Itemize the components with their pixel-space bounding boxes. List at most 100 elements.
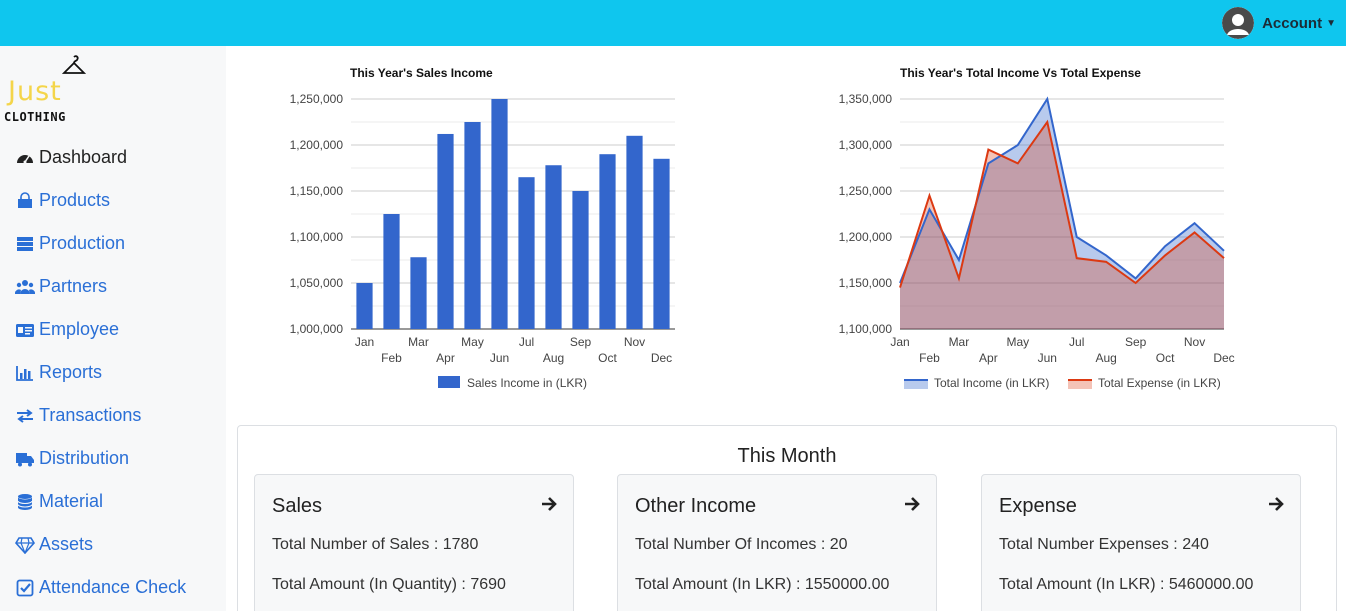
- x-tick-label: Aug: [543, 351, 564, 365]
- card-stat-count: Total Number of Sales : 1780: [272, 536, 479, 553]
- x-tick-label: Apr: [979, 351, 998, 365]
- this-month-panel: This Month Sales Total Number of Sales :…: [237, 425, 1337, 611]
- bar-apr: [437, 133, 454, 329]
- bar-chart-icon: [15, 363, 35, 383]
- sidebar-item-label: Transactions: [39, 405, 142, 425]
- x-tick-label: Jun: [1038, 351, 1057, 365]
- x-tick-label: Oct: [1156, 351, 1175, 365]
- account-menu[interactable]: Account ▼: [1222, 6, 1336, 40]
- sidebar-item-products[interactable]: Products: [0, 179, 226, 222]
- sidebar-nav: Dashboard Products Production Partners E…: [0, 136, 226, 609]
- bar-jun: [491, 99, 508, 329]
- logo-clothing-text: CLOTHING: [4, 110, 66, 124]
- x-tick-label: May: [1006, 335, 1029, 349]
- x-tick-label: Apr: [436, 351, 455, 365]
- y-tick-label: 1,250,000: [290, 92, 344, 106]
- bar-jan: [356, 283, 373, 329]
- card-stat-amount: Total Amount (In LKR) : 1550000.00: [635, 576, 890, 593]
- database-icon: [15, 492, 35, 512]
- card-title: Expense: [999, 495, 1077, 517]
- sidebar-item-label: Employee: [39, 319, 120, 339]
- bar-aug: [545, 165, 562, 329]
- users-icon: [15, 277, 35, 297]
- gauge-icon: [15, 148, 35, 168]
- legend-swatch: [904, 380, 928, 389]
- y-tick-label: 1,150,000: [839, 276, 893, 290]
- diamond-icon: [15, 535, 35, 555]
- x-tick-label: Nov: [624, 335, 645, 349]
- exchange-arrows-icon: [15, 406, 35, 426]
- x-tick-label: Oct: [598, 351, 617, 365]
- x-tick-label: Jul: [519, 335, 534, 349]
- sales-income-chart: 1,000,000 1,050,000 1,100,000 1,150,000 1,20…: [290, 92, 675, 390]
- y-tick-label: 1,050,000: [290, 276, 344, 290]
- sidebar-item-distribution[interactable]: Distribution: [0, 437, 226, 480]
- sidebar-item-material[interactable]: Material: [0, 480, 226, 523]
- x-tick-label: Aug: [1096, 351, 1117, 365]
- sidebar-item-label: Reports: [39, 362, 103, 382]
- logo-just-text: Just: [8, 76, 62, 107]
- y-tick-label: 1,300,000: [839, 138, 893, 152]
- x-tick-label: Dec: [1213, 351, 1234, 365]
- brand-logo[interactable]: Just CLOTHING: [4, 52, 94, 124]
- server-rack-icon: [15, 234, 35, 254]
- y-tick-label: 1,250,000: [839, 184, 893, 198]
- sidebar-item-production[interactable]: Production: [0, 222, 226, 265]
- sidebar-item-dashboard[interactable]: Dashboard: [0, 136, 226, 179]
- x-tick-label: Mar: [408, 335, 429, 349]
- top-navbar: Account ▼: [0, 0, 1346, 46]
- sidebar-item-label: Material: [39, 491, 104, 511]
- x-tick-label: Jan: [890, 335, 909, 349]
- x-tick-label: Nov: [1184, 335, 1205, 349]
- sidebar-item-attendance-check[interactable]: Attendance Check: [0, 566, 226, 609]
- x-tick-label: Dec: [651, 351, 672, 365]
- other-income-card: Other Income Total Number Of Incomes : 2…: [617, 474, 937, 611]
- series-line-expense: [899, 119, 1225, 288]
- checkbox-icon: [15, 578, 35, 598]
- card-title: Other Income: [635, 495, 757, 517]
- legend-swatch: [438, 376, 460, 388]
- card-stat-amount: Total Amount (In LKR) : 5460000.00: [999, 576, 1254, 593]
- bar-nov: [626, 135, 643, 329]
- sidebar-item-label: Production: [39, 233, 126, 253]
- y-tick-label: 1,200,000: [839, 230, 893, 244]
- hanger-icon: [62, 55, 86, 74]
- sidebar-item-transactions[interactable]: Transactions: [0, 394, 226, 437]
- sidebar-item-label: Attendance Check: [39, 577, 187, 597]
- user-avatar-icon: [1222, 7, 1255, 39]
- x-tick-label: Mar: [949, 335, 970, 349]
- legend-label: Sales Income in (LKR): [467, 376, 587, 390]
- y-tick-label: 1,100,000: [290, 230, 344, 244]
- y-tick-label: 1,350,000: [839, 92, 893, 106]
- arrow-right-icon[interactable]: [1268, 495, 1284, 513]
- arrow-right-icon[interactable]: [904, 495, 920, 513]
- income-expense-chart: 1,100,000 1,150,000 1,200,000 1,250,000 1,30…: [839, 92, 1235, 390]
- sidebar-item-employee[interactable]: Employee: [0, 308, 226, 351]
- sidebar-item-label: Products: [39, 190, 111, 210]
- sidebar-item-partners[interactable]: Partners: [0, 265, 226, 308]
- card-stat-amount: Total Amount (In Quantity) : 7690: [272, 576, 506, 593]
- bar-dec: [653, 158, 670, 329]
- x-tick-label: Sep: [1125, 335, 1147, 349]
- y-tick-label: 1,100,000: [839, 322, 893, 336]
- series-line-income: [899, 96, 1225, 284]
- y-tick-label: 1,150,000: [290, 184, 344, 198]
- card-stat-count: Total Number Of Incomes : 20: [635, 536, 848, 553]
- legend-label: Total Income (in LKR): [934, 376, 1049, 390]
- x-tick-label: Jun: [490, 351, 509, 365]
- shopping-bag-icon: [15, 191, 35, 211]
- bar-sep: [572, 191, 589, 329]
- this-month-title: This Month: [737, 445, 837, 467]
- legend-swatch: [1068, 380, 1092, 389]
- sidebar-item-assets[interactable]: Assets: [0, 523, 226, 566]
- arrow-right-icon[interactable]: [541, 495, 557, 513]
- expense-card: Expense Total Number Expenses : 240 Tota…: [981, 474, 1301, 611]
- x-tick-label: Sep: [570, 335, 592, 349]
- id-card-icon: [15, 320, 35, 340]
- x-tick-label: Jan: [355, 335, 374, 349]
- sidebar: Just CLOTHING Dashboard Products Product…: [0, 46, 226, 611]
- bar-feb: [383, 214, 400, 329]
- x-tick-label: Feb: [381, 351, 402, 365]
- x-tick-label: May: [461, 335, 484, 349]
- sidebar-item-reports[interactable]: Reports: [0, 351, 226, 394]
